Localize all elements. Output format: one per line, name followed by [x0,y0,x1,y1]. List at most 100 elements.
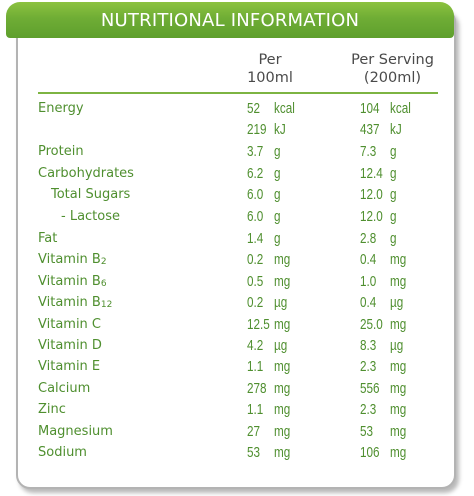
value-per-serving: 12.4 [360,165,383,182]
value-per-100ml: 0.2 [247,294,264,311]
header-divider [38,92,438,94]
value-per-serving: 8.3 [360,337,377,354]
nutrient-label: Vitamin E [38,359,101,374]
table-row: Energy 52 kcal 104 kcal [0,100,474,122]
nutrient-label: Sodium [38,445,87,460]
value-per-100ml: 4.2 [247,337,264,354]
table-row: Vitamin C 12.5 mg 25.0 mg [0,316,474,338]
unit-per-serving: mg [390,358,407,375]
value-per-serving: 12.0 [360,186,383,203]
table-row: Sodium 53 mg 106 mg [0,444,474,466]
value-per-100ml: 0.5 [247,273,264,290]
table-row: Vitamin B2 0.2 mg 0.4 mg [0,251,474,273]
unit-per-100ml: µg [274,294,288,311]
unit-per-100ml: mg [274,273,291,290]
unit-per-100ml: mg [274,401,291,418]
unit-per-100ml: mg [274,358,291,375]
value-per-100ml: 219 [247,121,267,138]
unit-per-100ml: kJ [274,121,286,138]
nutrient-subscript: 6 [100,279,107,289]
unit-per-100ml: g [274,186,281,203]
value-per-100ml: 53 [247,444,261,461]
table-row: Carbohydrates 6.2 g 12.4 g [0,165,474,187]
unit-per-serving: mg [390,444,407,461]
unit-per-100ml: kcal [274,100,295,117]
value-per-serving: 7.3 [360,143,377,160]
unit-per-100ml: mg [274,423,291,440]
unit-per-100ml: g [274,143,281,160]
nutrient-subscript: 2 [100,257,107,267]
value-per-serving: 12.0 [360,208,383,225]
value-per-100ml: 52 [247,100,261,117]
value-per-serving: 1.0 [360,273,377,290]
nutrient-label: Calcium [38,381,91,396]
nutrient-label: Vitamin C [38,317,102,332]
unit-per-serving: mg [390,316,407,333]
table-row: Vitamin D 4.2 µg 8.3 µg [0,337,474,359]
nutrient-label: Fat [38,231,58,246]
nutrient-label: - Lactose [61,209,121,224]
value-per-serving: 0.4 [360,294,377,311]
nutrient-label: Total Sugars [51,187,131,202]
nutrient-label: Zinc [38,402,66,417]
value-per-100ml: 3.7 [247,143,264,160]
unit-per-serving: g [390,143,397,160]
unit-per-serving: µg [390,337,404,354]
nutrient-label: Protein [38,144,84,159]
unit-per-serving: mg [390,380,407,397]
value-per-serving: 25.0 [360,316,383,333]
table-row: Vitamin B6 0.5 mg 1.0 mg [0,273,474,295]
value-per-serving: 2.3 [360,401,377,418]
unit-per-100ml: mg [274,316,291,333]
unit-per-serving: mg [390,251,407,268]
nutrient-label: Magnesium [38,424,113,439]
column-header-per-serving: Per Serving (200ml) [335,51,450,87]
value-per-100ml: 6.0 [247,208,264,225]
table-row: 219 kJ 437 kJ [0,121,474,143]
table-row: - Lactose 6.0 g 12.0 g [0,208,474,230]
unit-per-serving: g [390,230,397,247]
column-header-line: (200ml) [363,70,422,86]
table-row: Fat 1.4 g 2.8 g [0,230,474,252]
unit-per-100ml: mg [274,251,291,268]
unit-per-serving: kcal [390,100,411,117]
title-banner: NUTRITIONAL INFORMATION [6,2,454,38]
value-per-serving: 2.3 [360,358,377,375]
nutrient-label: Carbohydrates [38,166,134,181]
table-row: Total Sugars 6.0 g 12.0 g [0,186,474,208]
unit-per-100ml: mg [274,444,291,461]
panel-title: NUTRITIONAL INFORMATION [100,9,360,31]
table-row: Magnesium 27 mg 53 mg [0,423,474,445]
unit-per-100ml: g [274,165,281,182]
value-per-serving: 106 [360,444,380,461]
column-header-line: 100ml [247,70,293,86]
unit-per-serving: g [390,208,397,225]
table-row: Vitamin B12 0.2 µg 0.4 µg [0,294,474,316]
nutrient-label: Vitamin D [38,338,102,353]
value-per-serving: 2.8 [360,230,377,247]
unit-per-serving: mg [390,401,407,418]
value-per-serving: 104 [360,100,380,117]
table-row: Calcium 278 mg 556 mg [0,380,474,402]
unit-per-serving: mg [390,423,407,440]
value-per-serving: 53 [360,423,374,440]
nutrition-panel [16,8,456,489]
value-per-serving: 556 [360,380,380,397]
nutrient-label: Energy [38,101,84,116]
table-row: Zinc 1.1 mg 2.3 mg [0,401,474,423]
table-row: Vitamin E 1.1 mg 2.3 mg [0,358,474,380]
unit-per-100ml: g [274,230,281,247]
nutrient-label: Vitamin B6 [38,274,107,289]
value-per-100ml: 27 [247,423,261,440]
value-per-100ml: 1.4 [247,230,264,247]
column-header-line: Per Serving [351,52,434,68]
value-per-serving: 437 [360,121,380,138]
nutrient-subscript: 12 [100,300,113,310]
unit-per-serving: g [390,165,397,182]
value-per-100ml: 0.2 [247,251,264,268]
value-per-100ml: 12.5 [247,316,270,333]
unit-per-100ml: mg [274,380,291,397]
unit-per-serving: mg [390,273,407,290]
nutrient-label: Vitamin B12 [38,295,113,310]
value-per-100ml: 1.1 [247,401,264,418]
